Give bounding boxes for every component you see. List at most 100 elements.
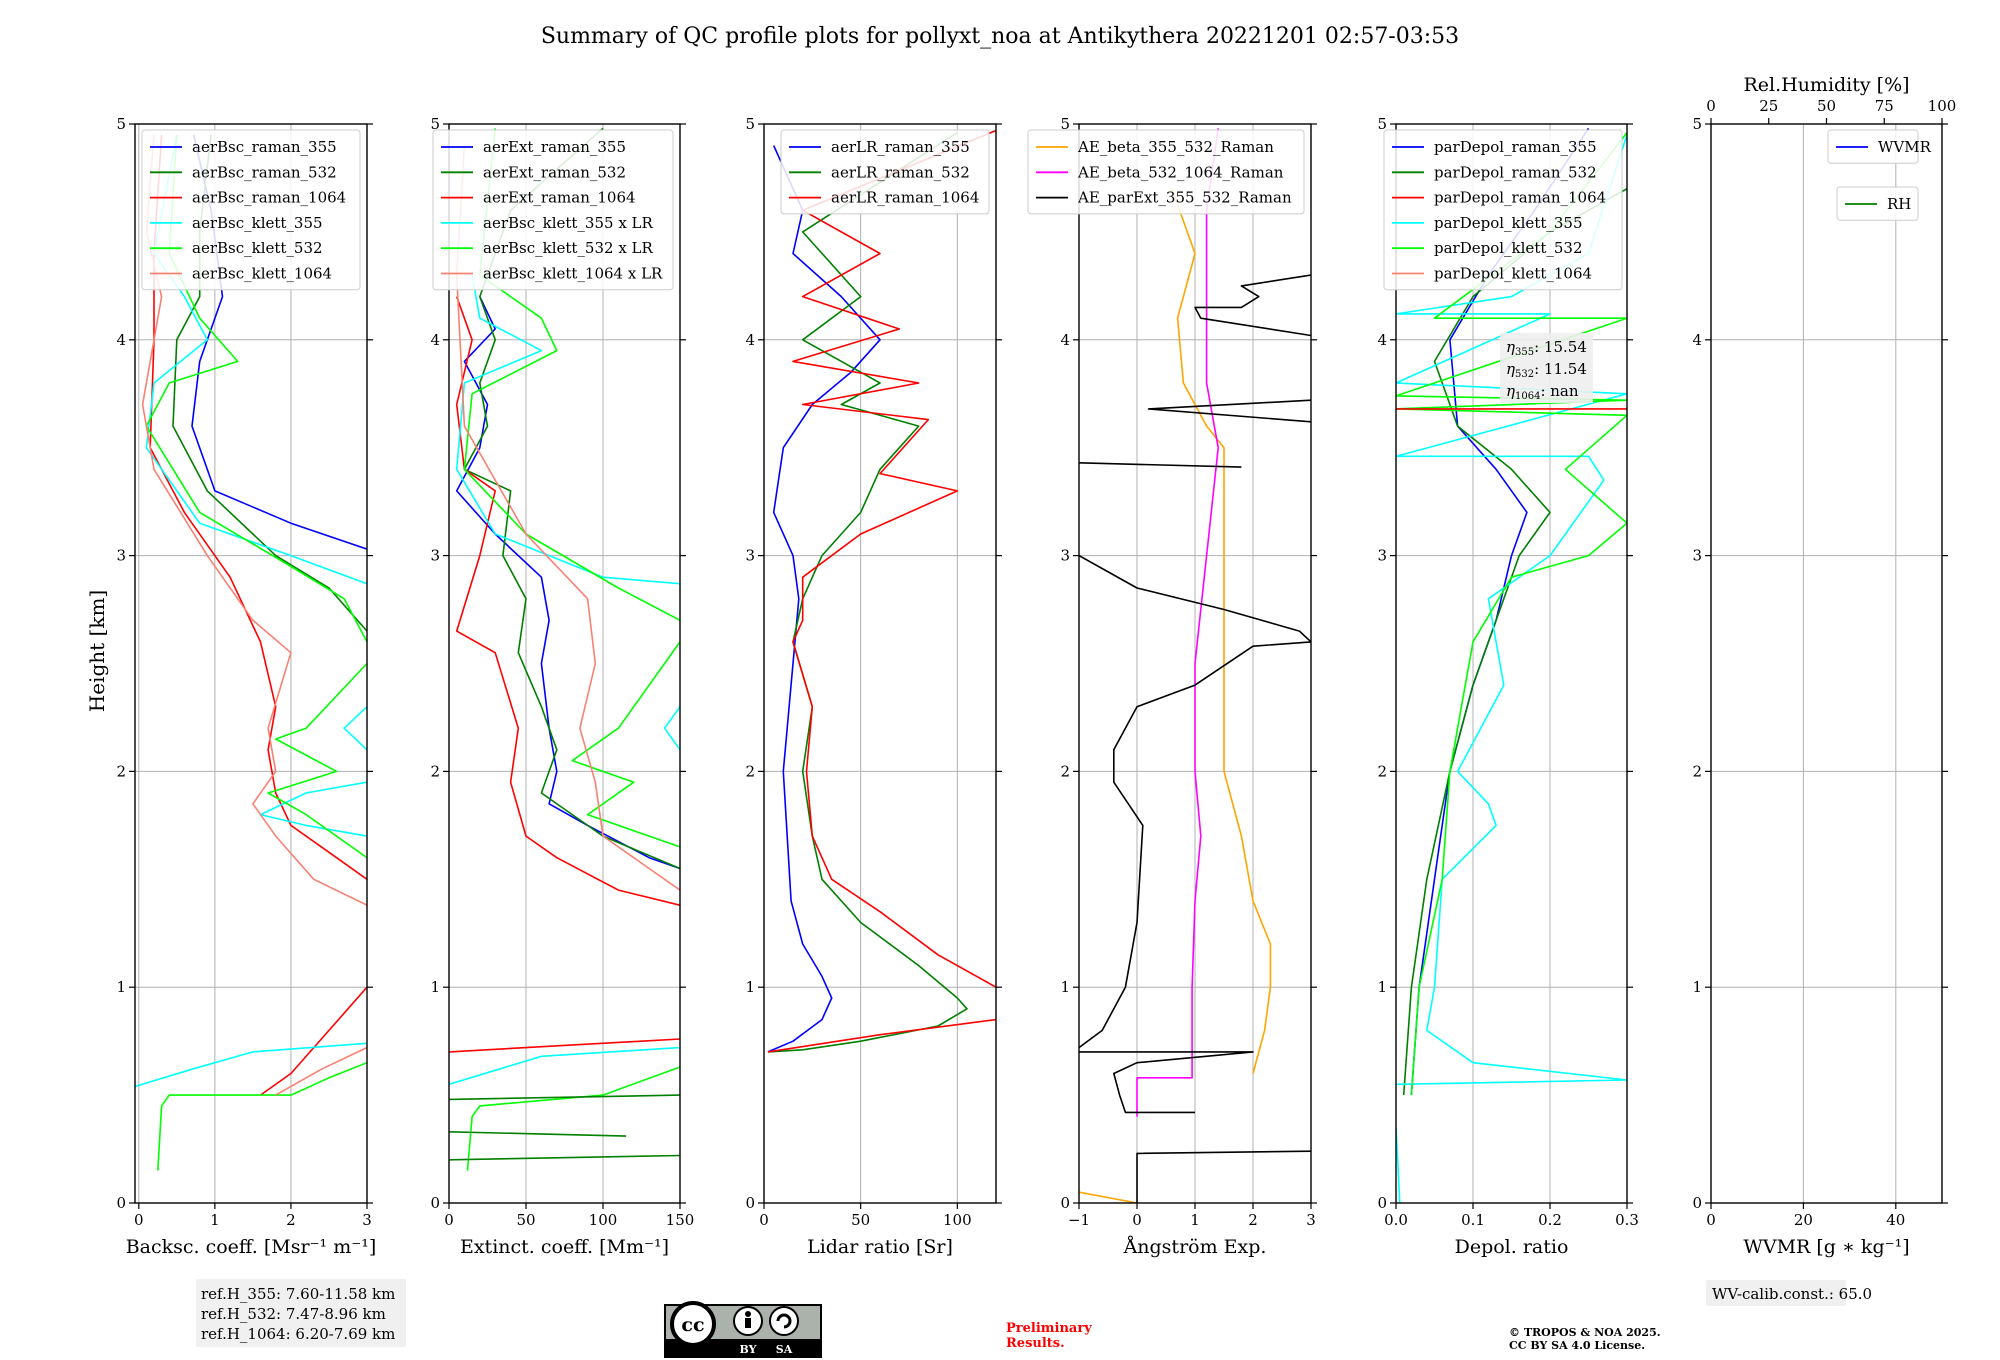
ext-axes-frame — [448, 123, 681, 1204]
ext-xtick-label: 0 — [444, 1211, 454, 1229]
series-ae-parext-c — [1079, 462, 1242, 468]
wvmr-xtick-label: 0 — [1706, 1211, 1716, 1229]
wvmr-xtick-label: 40 — [1886, 1211, 1905, 1229]
depol-ytick-label: 1 — [1377, 978, 1387, 996]
ext-xtick-label: 150 — [666, 1211, 695, 1229]
series-ae-parext-e — [1079, 1051, 1254, 1114]
bsc-xtick-label: 1 — [210, 1211, 220, 1229]
depol-ytick-label: 2 — [1377, 762, 1387, 780]
lr-ytick-label: 4 — [745, 331, 755, 349]
depol-ytick-label: 5 — [1377, 115, 1387, 133]
legend-label: aerLR_raman_355 — [831, 138, 970, 156]
legend-label: AE_beta_355_532_Raman — [1077, 138, 1274, 156]
cc-by-sa-badge: cc BY SA — [664, 1301, 822, 1358]
lr-x-axis-label: Lidar ratio [Sr] — [807, 1236, 953, 1258]
ae-ytick-label: 5 — [1060, 115, 1070, 133]
lr-ytick-label: 5 — [745, 115, 755, 133]
lr-axes-frame — [763, 123, 997, 1204]
lr-ytick-label: 3 — [745, 547, 755, 565]
lr-ytick-label: 0 — [745, 1194, 755, 1212]
legend-label: aerExt_raman_1064 — [483, 189, 636, 207]
ext-x-axis-label: Extinct. coeff. [Mm⁻¹] — [460, 1236, 669, 1258]
ref-height-355: ref.H_355: 7.60-11.58 km — [201, 1285, 395, 1303]
ext-xtick-label: 100 — [589, 1211, 618, 1229]
preliminary-line2: Results. — [1006, 1336, 1065, 1351]
series-ae-parext-b — [1147, 399, 1311, 423]
wvmr-ytick-label: 5 — [1692, 115, 1702, 133]
legend-label: aerLR_raman_1064 — [831, 189, 979, 207]
ext-ytick-label: 5 — [430, 115, 440, 133]
series-ae-beta-355-532-raman — [1171, 188, 1272, 1074]
series-aerext-low-cyan — [449, 1046, 680, 1086]
series-pardepol-raman-532 — [1402, 188, 1627, 1096]
legend-label: AE_parExt_355_532_Raman — [1077, 189, 1292, 207]
legend-label: aerBsc_klett_355 — [192, 214, 323, 232]
eta-value-355: η355: 15.54 — [1506, 338, 1587, 358]
ref-heights-box: ref.H_355: 7.60-11.58 km ref.H_532: 7.47… — [196, 1279, 406, 1347]
series-aerext-low-red — [449, 1038, 680, 1053]
depol-legend — [1383, 129, 1623, 291]
ae-legend — [1027, 129, 1305, 215]
ae-xtick-label: 2 — [1248, 1211, 1258, 1229]
legend-label: parDepol_klett_1064 — [1434, 265, 1592, 283]
lr-ytick-label: 1 — [745, 978, 755, 996]
wvmr-ytick-label: 2 — [1692, 762, 1702, 780]
series-pardepol-klett-532 — [1396, 132, 1627, 1096]
ae-ytick-label: 4 — [1060, 331, 1070, 349]
lr-xtick-label: 100 — [943, 1211, 972, 1229]
ext-legend — [432, 129, 674, 291]
wvmr-legend-rh — [1836, 186, 1919, 221]
bsc-ytick-label: 2 — [116, 762, 126, 780]
depol-axes-frame — [1395, 123, 1628, 1204]
ae-ytick-label: 1 — [1060, 978, 1070, 996]
bsc-ytick-label: 4 — [116, 331, 126, 349]
legend-label: aerBsc_klett_1064 x LR — [483, 265, 663, 283]
series-aerbsc-klett-355-b — [343, 706, 367, 751]
ref-height-1064: ref.H_1064: 6.20-7.69 km — [201, 1325, 395, 1343]
copyright-line1: © TROPOS & NOA 2025. — [1509, 1326, 1661, 1339]
bsc-xtick-label: 3 — [362, 1211, 372, 1229]
legend-label: aerExt_raman_532 — [483, 163, 626, 181]
ae-ytick-label: 3 — [1060, 547, 1070, 565]
bsc-ytick-label: 1 — [116, 978, 126, 996]
eta-box — [1500, 333, 1593, 403]
ae-ytick-label: 2 — [1060, 762, 1070, 780]
ref-height-532: ref.H_532: 7.47-8.96 km — [201, 1305, 386, 1323]
legend-label: aerLR_raman_532 — [831, 163, 970, 181]
bsc-ytick-label: 3 — [116, 547, 126, 565]
wvmr-ytick-label: 3 — [1692, 547, 1702, 565]
wv-calib-text: WV-calib.const.: 65.0 — [1712, 1285, 1872, 1303]
series-aerbsc-klett-355-x-lr — [455, 274, 680, 585]
series-aerext-raman-355 — [455, 296, 680, 870]
lr-xtick-label: 50 — [851, 1211, 870, 1229]
series-ae-parext-f — [1136, 1150, 1311, 1203]
series-aerbsc-klett-532-low — [157, 1061, 367, 1171]
legend-label: aerBsc_raman_532 — [192, 163, 337, 181]
series-ae-parext-355-532-raman — [1194, 274, 1311, 337]
series-aerlr-raman-1064 — [792, 129, 996, 988]
wvmr-top-axis-label: Rel.Humidity [%] — [1743, 74, 1909, 96]
legend-label: aerBsc_klett_1064 — [192, 265, 332, 283]
figure-title: Summary of QC profile plots for pollyxt_… — [541, 24, 1459, 49]
ae-ytick-label: 0 — [1060, 1194, 1070, 1212]
backscatter-panel: 0 1 2 3 4 5 0 1 2 3 Backsc. coeff. [Msr⁻¹ m⁻¹] aerB… — [116, 115, 376, 1258]
legend-label: RH — [1887, 195, 1911, 213]
series-ae-beta-532-1064-raman — [1136, 128, 1219, 1117]
series-pardepol-klett-355 — [1396, 134, 1627, 1086]
cc-label: cc — [681, 1314, 704, 1336]
series-aerext-low-green2 — [449, 1131, 627, 1137]
ae-xtick-label: 0 — [1132, 1211, 1142, 1229]
bsc-xtick-label: 2 — [286, 1211, 296, 1229]
legend-label: aerBsc_klett_355 x LR — [483, 214, 654, 232]
eta-value-1064: η1064: nan — [1506, 382, 1579, 402]
ext-xtick-label: 50 — [516, 1211, 535, 1229]
wvmr-top-xtick-label: 50 — [1817, 97, 1836, 115]
copyright-line2: CC BY SA 4.0 License. — [1509, 1339, 1645, 1352]
series-aerext-low-lime — [466, 1066, 680, 1171]
eta-value-532: η532: 11.54 — [1506, 360, 1587, 380]
series-aerbsc-klett-355-x-lr-b — [663, 706, 680, 751]
wvmr-ytick-label: 1 — [1692, 978, 1702, 996]
series-aerext-low-green — [449, 1094, 680, 1101]
legend-label: WVMR — [1878, 138, 1932, 156]
